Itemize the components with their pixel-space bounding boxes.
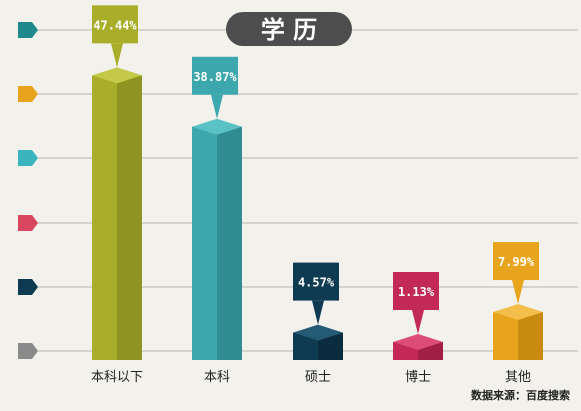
category-label: 其他 — [505, 370, 531, 385]
title-group: 学 历 — [226, 12, 352, 46]
value-callout-box — [92, 5, 138, 44]
bar-top — [393, 334, 443, 350]
bar-face-right — [117, 75, 142, 361]
value-label: 7.99% — [498, 255, 535, 269]
category-label: 本科以下 — [91, 370, 143, 385]
value-callout-pointer — [111, 43, 123, 68]
gridline-marker — [18, 279, 38, 295]
category-labels: 本科以下 本科 硕士 博士 其他 — [91, 370, 531, 385]
bar-face-right — [518, 312, 543, 360]
bar — [293, 324, 343, 360]
bar — [393, 334, 443, 360]
value-label: 1.13% — [398, 285, 435, 299]
value-callout-box — [192, 56, 238, 95]
value-callout: 4.57% — [293, 262, 339, 325]
gridline-marker — [18, 343, 38, 359]
value-label: 4.57% — [298, 276, 335, 290]
value-callout: 38.87% — [192, 56, 238, 119]
value-callout-pointer — [312, 300, 324, 325]
bar-face-left — [192, 126, 217, 360]
gridline-marker — [18, 150, 38, 166]
bar — [493, 304, 543, 360]
title-badge — [226, 12, 352, 46]
value-callout-box — [393, 272, 439, 310]
gridline-marker — [18, 22, 38, 38]
bar-top — [92, 67, 142, 84]
bar-top — [293, 324, 343, 341]
value-callout-pointer — [412, 310, 424, 334]
gridline-marker — [18, 86, 38, 102]
bars: 47.44% 38.87% 4.57% 1.13% 7.99% — [92, 5, 543, 361]
bar-face-right — [217, 126, 242, 360]
chart-title: 学 历 — [261, 16, 317, 44]
category-label: 博士 — [405, 370, 431, 385]
source-note: 数据来源：百度搜索 — [471, 388, 570, 402]
bar — [92, 67, 142, 361]
bar-face-left — [92, 75, 117, 361]
value-callout-box — [493, 242, 539, 281]
value-callout-box — [293, 262, 339, 301]
bar-face-left — [493, 312, 518, 360]
category-label: 本科 — [204, 370, 230, 385]
bar-top — [192, 118, 242, 135]
value-callout: 7.99% — [493, 242, 539, 305]
bar-top — [493, 304, 543, 321]
gridline-marker — [18, 215, 38, 231]
value-label: 38.87% — [193, 70, 237, 84]
value-label: 47.44% — [93, 18, 137, 32]
value-callout: 47.44% — [92, 5, 138, 68]
gridline-markers — [18, 22, 38, 359]
value-callout-pointer — [512, 280, 524, 305]
value-callout: 1.13% — [393, 272, 439, 334]
bar — [192, 118, 242, 360]
value-callout-pointer — [211, 94, 223, 119]
category-label: 硕士 — [305, 370, 331, 385]
